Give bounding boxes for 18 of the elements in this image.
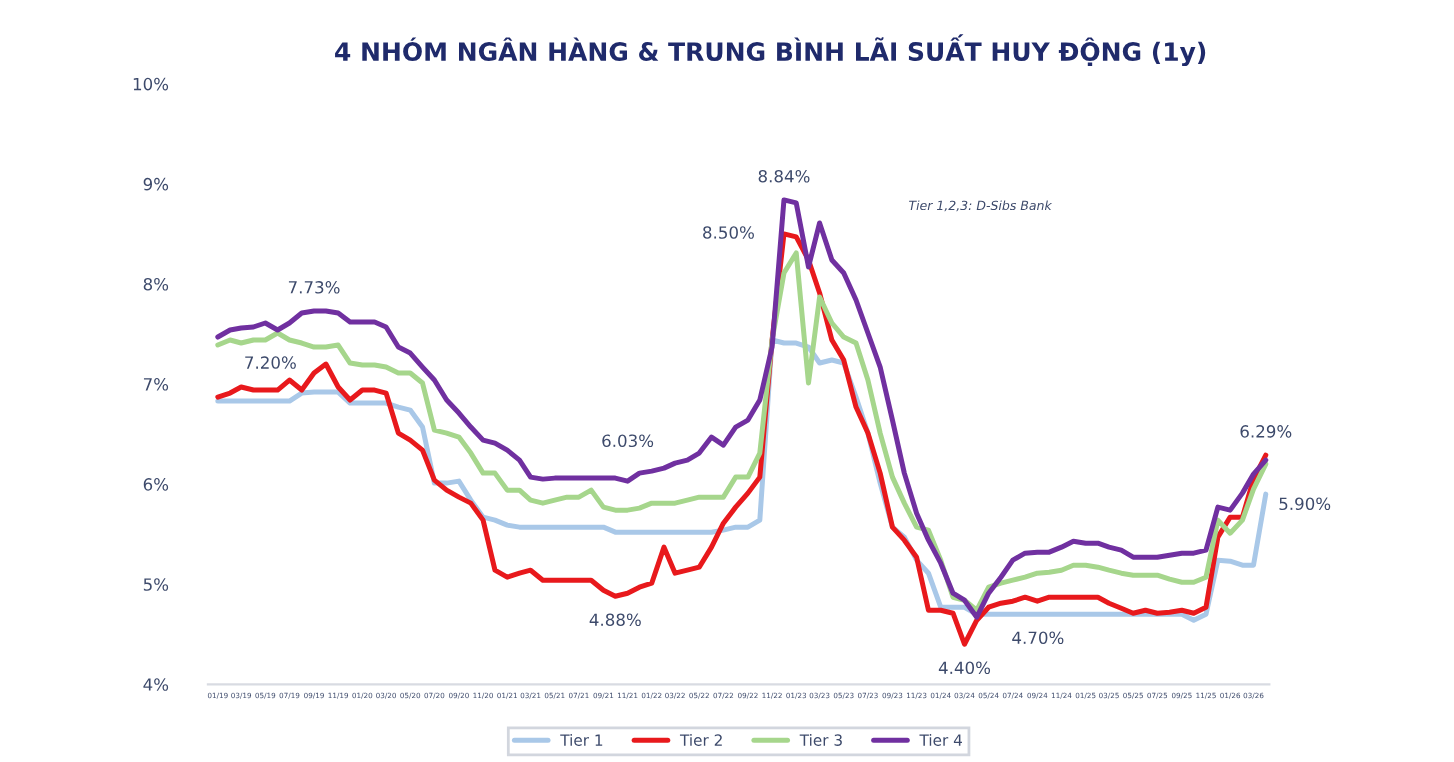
y-tick-label: 8%: [143, 277, 169, 291]
annotation: 8.84%: [758, 169, 810, 183]
y-tick-label: 9%: [143, 177, 169, 191]
y-tick-label: 10%: [133, 77, 169, 91]
annotation: 4.40%: [938, 661, 991, 675]
annotation: 6.29%: [1240, 425, 1292, 438]
annotation: 5.90%: [1279, 497, 1331, 511]
chart-title: 4 NHÓM NGÂN HÀNG & TRUNG BÌNH LÃI SUẤT HUY ĐỘNG (1y): [335, 34, 1206, 67]
y-tick-label: 4%: [143, 678, 169, 691]
annotation: 4.88%: [589, 613, 641, 627]
y-tick-label: 6%: [143, 478, 169, 491]
annotation: 7.73%: [288, 281, 340, 294]
annotation: 7.20%: [245, 356, 296, 369]
annotation: 4.70%: [1012, 631, 1064, 645]
y-tick-label: 5%: [143, 578, 169, 591]
annotation: 6.03%: [602, 434, 654, 448]
annotation: 8.50%: [703, 226, 754, 239]
y-tick-label: 7%: [143, 378, 169, 391]
